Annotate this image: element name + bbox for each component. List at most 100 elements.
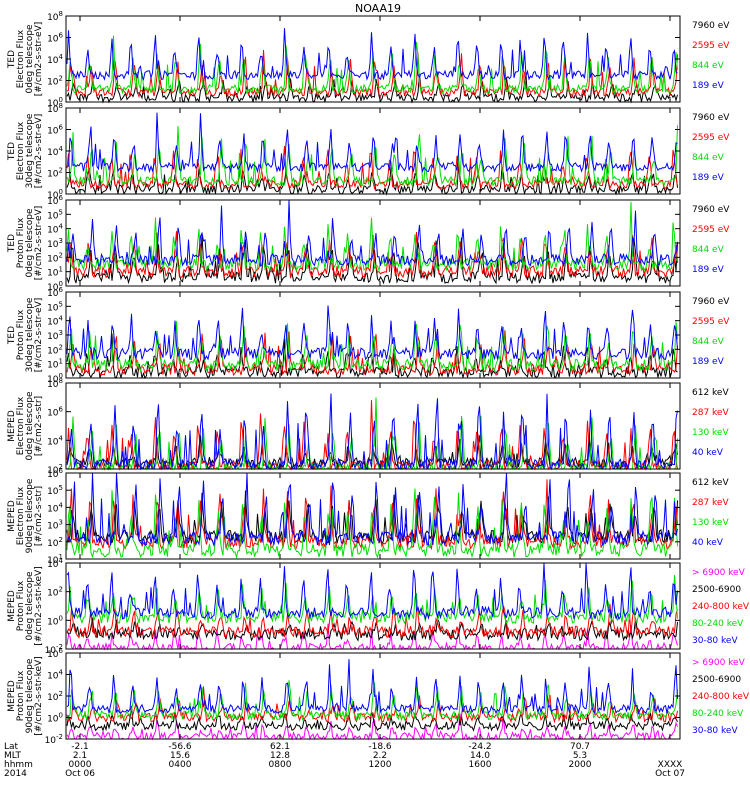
y-tick-label: 100 <box>47 712 63 725</box>
y-tick-label: 106 <box>47 406 63 419</box>
legend-entry: 2500-6900 <box>692 675 741 685</box>
x-tick-label: -18.6 <box>368 742 392 752</box>
legend-entry: 189 eV <box>692 81 725 91</box>
legend-entry: 30-80 keV <box>692 726 738 736</box>
y-tick-label: 106 <box>47 32 63 45</box>
x-tick-label: -24.2 <box>468 742 491 752</box>
legend-entry: 40 keV <box>692 448 724 458</box>
y-tick-label: 102 <box>47 167 63 180</box>
y-tick-label: 101 <box>47 358 63 371</box>
x-tick-label: XXXX <box>658 760 683 770</box>
legend-entry: 40 keV <box>692 538 724 548</box>
panel-frame <box>65 472 681 560</box>
x-row-label: hhmm <box>4 760 33 770</box>
y-axis-label: MEPEDElectron Flux90deg telescope[#/cm2-… <box>7 478 44 553</box>
legend-entry: 287 keV <box>692 408 729 418</box>
x-tick-label: 0400 <box>169 760 192 770</box>
legend-entry: 189 eV <box>692 357 725 367</box>
legend-entry: 7960 eV <box>692 113 730 123</box>
y-tick-label: 100 <box>47 188 63 201</box>
series-line-red <box>66 231 678 280</box>
legend-entry: 844 eV <box>692 245 725 255</box>
legend-entry: 2595 eV <box>692 41 730 51</box>
y-tick-label: 103 <box>47 329 63 342</box>
x-tick-label: Oct 06 <box>65 769 95 779</box>
y-tick-label: 104 <box>47 315 63 328</box>
y-tick-label: 104 <box>47 434 63 447</box>
legend-entry: > 6900 keV <box>692 658 746 668</box>
x-tick-label: 14.0 <box>470 751 490 761</box>
y-tick-label: 101 <box>47 266 63 279</box>
x-tick-label: 1200 <box>369 760 392 770</box>
y-tick-label: 105 <box>47 484 63 497</box>
series-line-black <box>66 616 678 642</box>
y-tick-label: 102 <box>47 463 63 476</box>
y-axis-label: MEPEDProton Flux0deg telescope[#/cm2-s-s… <box>7 566 44 645</box>
legend-entry: 30-80 keV <box>692 636 738 646</box>
x-tick-label: -2.1 <box>71 742 89 752</box>
series-line-blue <box>66 472 678 547</box>
y-tick-label: 106 <box>47 124 63 137</box>
y-axis-label: MEPEDProton Flux90deg telescope[#/cm2-s-… <box>7 656 44 735</box>
series-line-red <box>66 49 678 99</box>
x-tick-label: 2000 <box>569 760 592 770</box>
y-tick-label: 104 <box>47 223 63 236</box>
series-line-magenta <box>66 623 678 651</box>
series-line-blue <box>66 28 678 82</box>
panel-frame <box>65 562 681 650</box>
y-tick-label: 105 <box>47 300 63 313</box>
y-tick-label: 104 <box>47 145 63 158</box>
legend-entry: 2595 eV <box>692 225 730 235</box>
y-tick-label: 100 <box>47 96 63 109</box>
legend-entry: 130 keV <box>692 428 729 438</box>
legend-entry: 287 keV <box>692 498 729 508</box>
series-line-green <box>66 488 678 560</box>
y-axis-label: TEDElectron Flux0deg telescope[#/cm2-s-s… <box>7 22 44 97</box>
series-line-green <box>66 35 678 95</box>
legend-entry: > 6900 keV <box>692 568 746 578</box>
figure-title: NOAA19 <box>355 2 401 15</box>
y-tick-label: 106 <box>47 194 63 207</box>
y-tick-label: 100 <box>47 614 63 627</box>
y-tick-label: 10-2 <box>45 643 63 656</box>
y-tick-label: 102 <box>47 536 63 549</box>
y-tick-label: 102 <box>47 343 63 356</box>
y-tick-label: 104 <box>47 557 63 570</box>
legend-entry: 844 eV <box>692 153 725 163</box>
y-tick-label: 100 <box>47 372 63 385</box>
legend-entry: 612 keV <box>692 388 729 398</box>
legend-entry: 2595 eV <box>692 317 730 327</box>
x-row-label: MLT <box>4 751 22 761</box>
y-tick-label: 106 <box>47 286 63 299</box>
legend-entry: 2595 eV <box>692 133 730 143</box>
legend-entry: 80-240 keV <box>692 709 744 719</box>
x-tick-label: 5.3 <box>573 751 587 761</box>
series-line-red <box>66 603 678 640</box>
y-tick-label: 106 <box>47 467 63 480</box>
series-line-blue <box>66 393 678 471</box>
y-tick-label: 100 <box>47 280 63 293</box>
x-tick-label: 70.7 <box>570 742 590 752</box>
series-line-red <box>66 145 678 191</box>
y-tick-label: 104 <box>47 53 63 66</box>
series-line-red <box>66 686 678 724</box>
legend-entry: 7960 eV <box>692 297 730 307</box>
x-tick-label: 62.1 <box>270 742 290 752</box>
x-tick-label: 2.1 <box>73 751 87 761</box>
y-tick-label: 103 <box>47 237 63 250</box>
legend-entry: 240-800 keV <box>692 692 750 702</box>
y-tick-label: 102 <box>47 75 63 88</box>
y-axis-label: TEDProton Flux0deg telescope[#/cm2-s-str… <box>7 206 44 281</box>
y-tick-label: 108 <box>47 377 63 390</box>
legend-entry: 189 eV <box>692 173 725 183</box>
y-tick-label: 108 <box>47 10 63 23</box>
series-line-black <box>66 234 678 285</box>
x-row-label: Lat <box>4 742 19 752</box>
x-tick-label: 2.2 <box>373 751 387 761</box>
